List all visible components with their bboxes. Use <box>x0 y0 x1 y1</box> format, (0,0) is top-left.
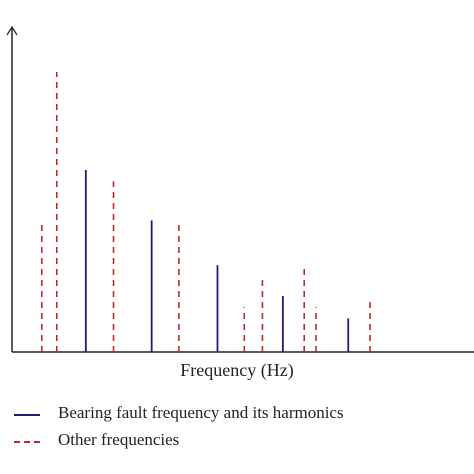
legend-swatch-bearing <box>14 414 40 416</box>
y-axis-arrow <box>6 25 18 36</box>
legend-label-bearing: Bearing fault frequency and its harmonic… <box>58 403 344 422</box>
chart-axes <box>6 25 474 353</box>
legend-label-other: Other frequencies <box>58 430 180 449</box>
legend-swatch-other <box>14 441 40 443</box>
x-axis-label: Frequency (Hz) <box>180 360 294 380</box>
chart-bars <box>40 72 371 352</box>
